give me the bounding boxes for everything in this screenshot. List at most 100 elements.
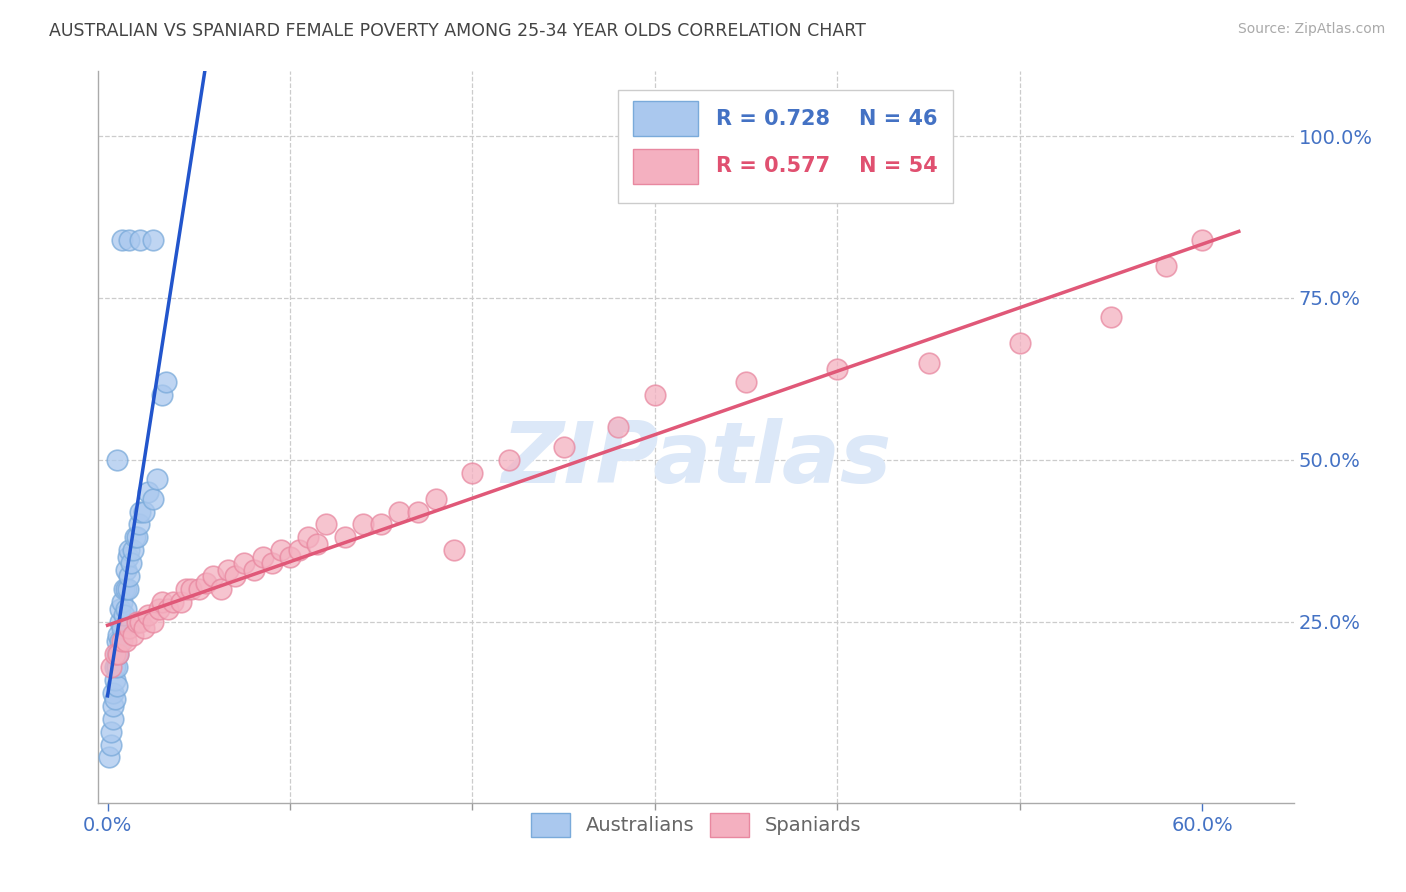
Point bbox=[125, 615, 148, 629]
Point bbox=[101, 712, 124, 726]
Text: AUSTRALIAN VS SPANIARD FEMALE POVERTY AMONG 25-34 YEAR OLDS CORRELATION CHART: AUSTRALIAN VS SPANIARD FEMALE POVERTY AM… bbox=[49, 22, 866, 40]
Point bbox=[98, 750, 121, 764]
Point bbox=[104, 660, 127, 674]
Point bbox=[105, 679, 128, 693]
Point bbox=[607, 420, 630, 434]
Point bbox=[128, 517, 150, 532]
FancyBboxPatch shape bbox=[633, 102, 699, 136]
Point bbox=[1099, 310, 1122, 325]
Point bbox=[155, 375, 177, 389]
Point bbox=[104, 692, 127, 706]
Point bbox=[110, 615, 132, 629]
Point bbox=[129, 233, 152, 247]
Point bbox=[132, 504, 155, 518]
Text: R = 0.728    N = 46: R = 0.728 N = 46 bbox=[716, 109, 938, 129]
Text: Source: ZipAtlas.com: Source: ZipAtlas.com bbox=[1237, 22, 1385, 37]
Point bbox=[122, 543, 145, 558]
Point bbox=[132, 621, 155, 635]
Point bbox=[129, 504, 152, 518]
Point bbox=[174, 582, 197, 597]
Point bbox=[297, 530, 319, 544]
Point bbox=[111, 233, 134, 247]
Point bbox=[644, 388, 666, 402]
Point bbox=[270, 543, 292, 558]
Point bbox=[112, 582, 135, 597]
Point bbox=[1008, 336, 1031, 351]
Point bbox=[118, 543, 141, 558]
Point bbox=[125, 530, 148, 544]
Point bbox=[111, 621, 134, 635]
Point bbox=[425, 491, 447, 506]
Point bbox=[735, 375, 758, 389]
Point bbox=[142, 233, 165, 247]
Point bbox=[498, 452, 520, 467]
Point bbox=[217, 563, 239, 577]
Point bbox=[101, 698, 124, 713]
Point bbox=[352, 517, 374, 532]
Point bbox=[114, 634, 136, 648]
Point bbox=[443, 543, 465, 558]
Point bbox=[107, 647, 129, 661]
Point bbox=[827, 362, 849, 376]
Point bbox=[114, 582, 136, 597]
Point bbox=[187, 582, 209, 597]
Point bbox=[104, 673, 127, 687]
Point bbox=[114, 601, 136, 615]
Point bbox=[142, 615, 165, 629]
Point bbox=[195, 575, 218, 590]
Point bbox=[278, 549, 301, 564]
Point bbox=[122, 627, 145, 641]
Point bbox=[117, 582, 139, 597]
Point bbox=[110, 634, 132, 648]
Point bbox=[148, 601, 170, 615]
Point bbox=[461, 466, 484, 480]
Point bbox=[388, 504, 411, 518]
Point bbox=[101, 686, 124, 700]
Point bbox=[252, 549, 274, 564]
Point bbox=[100, 724, 122, 739]
Point bbox=[112, 608, 135, 623]
Point bbox=[111, 595, 134, 609]
Point bbox=[129, 615, 152, 629]
Point bbox=[107, 647, 129, 661]
Point bbox=[180, 582, 202, 597]
Point bbox=[100, 660, 122, 674]
Point bbox=[406, 504, 429, 518]
Point bbox=[118, 569, 141, 583]
Point bbox=[156, 601, 179, 615]
Point bbox=[117, 549, 139, 564]
Point bbox=[150, 388, 173, 402]
Point bbox=[142, 491, 165, 506]
Point bbox=[118, 233, 141, 247]
Text: ZIPatlas: ZIPatlas bbox=[501, 417, 891, 500]
Point bbox=[333, 530, 356, 544]
Point bbox=[118, 621, 141, 635]
Point bbox=[111, 634, 134, 648]
Point bbox=[120, 557, 142, 571]
Point bbox=[146, 472, 169, 486]
Point bbox=[1191, 233, 1213, 247]
Point bbox=[136, 485, 159, 500]
Point bbox=[105, 634, 128, 648]
Point bbox=[105, 660, 128, 674]
Point bbox=[209, 582, 232, 597]
Point bbox=[105, 647, 128, 661]
Point bbox=[553, 440, 575, 454]
Point bbox=[307, 537, 329, 551]
Point bbox=[124, 530, 146, 544]
Point bbox=[917, 356, 939, 370]
Point bbox=[150, 595, 173, 609]
Point bbox=[105, 452, 128, 467]
Point bbox=[288, 543, 311, 558]
Point bbox=[104, 647, 127, 661]
FancyBboxPatch shape bbox=[633, 149, 699, 184]
Legend: Australians, Spaniards: Australians, Spaniards bbox=[523, 805, 869, 845]
Point bbox=[202, 569, 225, 583]
Point bbox=[370, 517, 392, 532]
Point bbox=[136, 608, 159, 623]
Point bbox=[233, 557, 256, 571]
Point bbox=[107, 627, 129, 641]
Point bbox=[169, 595, 191, 609]
Text: R = 0.577    N = 54: R = 0.577 N = 54 bbox=[716, 156, 938, 177]
FancyBboxPatch shape bbox=[619, 90, 953, 203]
